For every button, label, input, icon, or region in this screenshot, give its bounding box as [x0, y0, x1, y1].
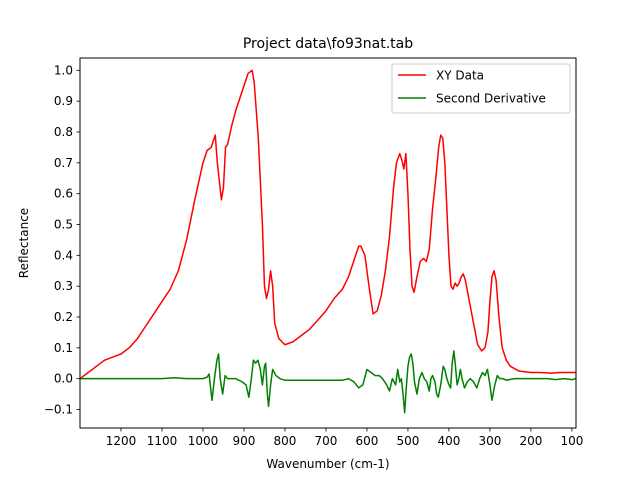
y-tick-label: 0.4 [54, 248, 73, 262]
y-tick-label: 0.1 [54, 341, 73, 355]
x-tick-label: 800 [274, 434, 297, 448]
series-line-second-derivative [80, 350, 577, 414]
x-tick-label: 1100 [147, 434, 178, 448]
y-tick-label: 0.3 [54, 279, 73, 293]
x-tick-label: 1200 [106, 434, 137, 448]
y-tick-label: 1.0 [54, 63, 73, 77]
y-tick-label: −0.1 [44, 403, 73, 417]
x-tick-label: 1000 [188, 434, 219, 448]
y-tick-label: 0.5 [54, 218, 73, 232]
series-line-xy-data [79, 69, 576, 380]
plot-area [79, 69, 577, 414]
y-tick-label: 0.6 [54, 187, 73, 201]
legend-label-second-derivative: Second Derivative [436, 92, 546, 106]
x-tick-label: 200 [519, 434, 542, 448]
x-tick-label: 700 [314, 434, 337, 448]
x-tick-label: 500 [396, 434, 419, 448]
plot-frame [79, 57, 577, 429]
y-tick-label: 0.9 [54, 94, 73, 108]
y-tick-label: 0.8 [54, 125, 73, 139]
x-tick-label: 100 [560, 434, 583, 448]
y-axis-label: Reflectance [17, 208, 31, 278]
x-axis-ticks: 1200 1100 1000 900 800 700 600 500 400 300 200 100 [106, 428, 583, 448]
y-axis-ticks: −0.1 0.0 0.1 0.2 0.3 0.4 0.5 0.6 0.7 0.8 0.9 1.0 [44, 63, 80, 417]
chart-title: Project data\fo93nat.tab [243, 36, 413, 52]
legend: XY Data Second Derivative [391, 63, 571, 114]
x-tick-label: 300 [478, 434, 501, 448]
x-tick-label: 600 [355, 434, 378, 448]
legend-box [391, 63, 571, 114]
legend-label-xy-data: XY Data [436, 69, 484, 83]
y-tick-label: 0.0 [54, 372, 73, 386]
x-tick-label: 900 [233, 434, 256, 448]
y-tick-label: 0.2 [54, 310, 73, 324]
x-tick-label: 400 [437, 434, 460, 448]
x-axis-label: Wavenumber (cm-1) [266, 457, 389, 471]
y-tick-label: 0.7 [54, 156, 73, 170]
